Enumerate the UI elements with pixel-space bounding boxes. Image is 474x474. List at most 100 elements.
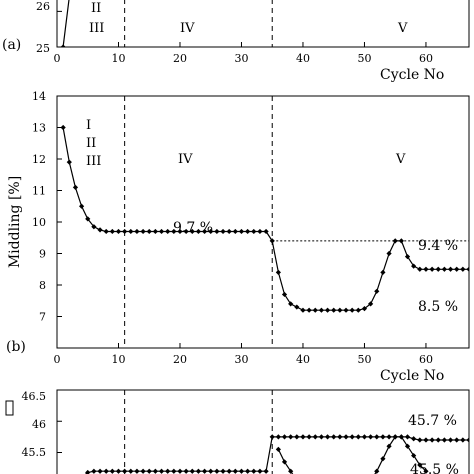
panel-c: 46.5 46 45.5 45.7 % 45.5 % [5, 389, 470, 474]
data-point-marker [281, 291, 288, 298]
data-point-marker [171, 228, 177, 235]
data-point-marker [454, 266, 460, 272]
data-point-marker [257, 228, 263, 235]
panel-b-phase-label: I [86, 118, 91, 133]
panel-b-y-axis-label: Middling [%] [7, 176, 23, 268]
data-point-marker [374, 434, 380, 440]
data-point-marker [281, 459, 288, 465]
data-point-marker [460, 437, 466, 443]
data-point-marker [140, 228, 146, 235]
data-point-marker [109, 468, 115, 474]
data-point-marker [183, 228, 189, 235]
data-point-marker [288, 434, 294, 440]
data-point-marker [85, 469, 91, 474]
data-point-marker [214, 468, 220, 474]
data-point-marker [91, 224, 97, 230]
data-point-marker [404, 443, 411, 449]
panel-b-xtick-label: 30 [235, 353, 249, 366]
plot-clip-group [57, 0, 273, 47]
panel-c-plot-frame [56, 389, 470, 474]
data-point-marker [386, 250, 392, 257]
panel-b-phase-label: V [395, 152, 406, 167]
data-point-marker [251, 228, 257, 235]
data-point-marker [392, 434, 398, 440]
data-point-marker [220, 468, 226, 474]
panel-b-annotation: 8.5 % [418, 299, 458, 315]
data-point-marker [324, 434, 331, 440]
panel-a-phase-label: V [397, 21, 408, 36]
data-point-marker [300, 307, 306, 313]
data-point-marker [134, 468, 140, 474]
data-point-marker [368, 301, 374, 307]
data-point-marker [380, 456, 386, 462]
data-point-marker [398, 238, 404, 244]
panel-b-plot-frame [56, 95, 470, 349]
data-point-marker [312, 307, 318, 313]
data-point-marker [226, 468, 232, 474]
data-point-marker [183, 468, 189, 474]
data-point-marker [263, 468, 269, 474]
data-point-marker [337, 307, 343, 313]
data-point-marker [361, 434, 368, 440]
panel-c-y-label-stub [5, 400, 14, 416]
data-point-marker [398, 434, 404, 440]
data-point-marker [269, 238, 275, 244]
data-point-marker [115, 468, 122, 474]
data-point-marker [245, 468, 251, 474]
data-point-marker [152, 228, 158, 235]
data-point-marker [324, 307, 331, 313]
panel-b-phase-label: II [86, 136, 96, 151]
panel-b-ytick-label: 14 [32, 90, 46, 103]
panel-a-phase-label: II [91, 1, 101, 16]
panel-b-x-axis-label: Cycle No [380, 368, 444, 384]
data-point-marker [380, 269, 386, 275]
data-point-marker [343, 434, 349, 440]
panel-b-plot-area [57, 96, 469, 348]
data-point-marker [201, 228, 208, 235]
panel-b-xtick-label: 60 [419, 353, 433, 366]
data-point-marker [386, 434, 392, 440]
data-point-marker [349, 434, 355, 440]
data-point-marker [128, 228, 134, 235]
data-point-marker [146, 468, 152, 474]
data-point-marker [294, 304, 300, 310]
data-point-marker [447, 266, 454, 272]
panel-b-xtick-label: 40 [296, 353, 310, 366]
panel-a-ytick-label: 26 [36, 0, 50, 13]
panel-b-ytick-label: 8 [39, 279, 46, 292]
series-line [62, 127, 469, 311]
data-point-marker [447, 437, 454, 443]
data-point-marker [441, 437, 448, 443]
data-point-marker [288, 468, 294, 474]
panel-a-label: (a) [2, 37, 21, 53]
data-point-marker [386, 443, 392, 449]
panel-b-xtick-label: 10 [112, 353, 126, 366]
data-point-marker [343, 307, 349, 313]
plot-clip-group [57, 96, 469, 348]
panel-a-xtick-label: 50 [358, 52, 372, 65]
data-point-marker [294, 434, 300, 440]
data-point-marker [238, 228, 245, 235]
panel-b-xtick-label: 0 [54, 353, 61, 366]
data-point-marker [177, 468, 183, 474]
data-point-marker [331, 307, 337, 313]
data-point-marker [337, 434, 343, 440]
data-point-marker [429, 437, 435, 443]
data-point-marker [122, 228, 128, 235]
data-point-marker [275, 434, 281, 440]
data-point-marker [220, 228, 226, 235]
panel-c-annotation: 45.5 % [410, 462, 459, 474]
data-point-marker [404, 434, 411, 440]
panel-b-ytick-label: 10 [32, 216, 46, 229]
data-point-marker [281, 434, 288, 440]
series-line [62, 0, 70, 47]
data-point-marker [331, 434, 337, 440]
panel-b-xtick-label: 50 [358, 353, 372, 366]
data-point-marker [411, 263, 417, 269]
data-point-marker [374, 288, 380, 294]
data-point-marker [238, 468, 245, 474]
data-point-marker [140, 468, 146, 474]
data-point-marker [466, 266, 469, 272]
data-point-marker [374, 468, 380, 474]
panel-b-x-axis [56, 343, 427, 348]
